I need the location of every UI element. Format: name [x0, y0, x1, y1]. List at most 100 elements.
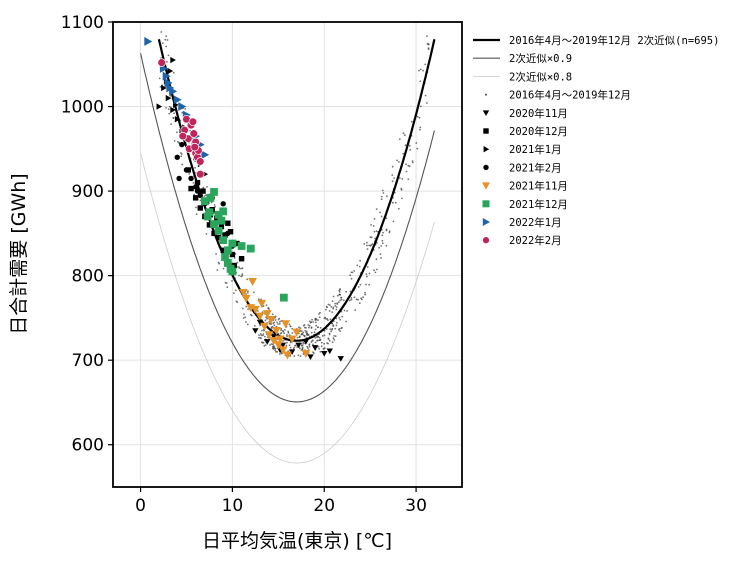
marker-square: [205, 208, 214, 217]
background-point: [345, 290, 347, 293]
background-point: [331, 328, 333, 331]
background-point: [310, 341, 313, 343]
background-point: [172, 116, 175, 119]
background-point: [308, 326, 310, 329]
marker-square: [219, 207, 228, 216]
background-point: [318, 347, 321, 350]
marker-circle: [190, 142, 199, 152]
background-point: [385, 217, 388, 220]
background-point: [385, 228, 388, 231]
y-tick-label: 600: [72, 436, 104, 456]
background-point: [366, 241, 368, 244]
background-point: [408, 165, 411, 168]
background-point: [194, 166, 196, 169]
background-point: [407, 164, 410, 167]
background-point: [398, 177, 401, 179]
marker-triangle-down: [275, 335, 285, 344]
background-point: [297, 354, 300, 357]
background-point: [238, 267, 241, 269]
background-point: [375, 208, 378, 211]
marker-square: [246, 244, 255, 253]
background-point: [314, 328, 317, 331]
background-point: [279, 321, 281, 323]
background-point: [366, 275, 368, 278]
marker-circle: [482, 236, 490, 245]
background-point: [212, 212, 215, 215]
marker-circle: [188, 117, 198, 127]
marker-square: [482, 200, 490, 208]
marker-square: [194, 179, 201, 186]
marker-square: [229, 251, 236, 258]
marker-triangle-right: [178, 102, 187, 111]
background-point: [302, 334, 305, 336]
background-point: [350, 297, 353, 299]
background-point: [315, 318, 318, 321]
background-point: [301, 346, 304, 349]
background-point: [203, 195, 206, 198]
marker-triangle-down: [292, 328, 302, 337]
background-point: [357, 298, 359, 301]
background-point: [350, 277, 353, 280]
background-point: [379, 253, 382, 256]
marker-square: [237, 242, 246, 250]
background-point: [419, 105, 422, 108]
marker-triangle-down: [283, 351, 292, 360]
background-point: [371, 243, 374, 246]
marker-circle: [176, 175, 182, 182]
background-point: [419, 128, 421, 131]
background-point: [416, 115, 419, 118]
background-point: [333, 338, 336, 341]
marker-square: [188, 185, 194, 192]
marker-triangle-down: [264, 331, 274, 340]
background-point: [273, 345, 276, 348]
background-point: [285, 344, 288, 347]
background-point: [348, 299, 351, 302]
background-point: [335, 324, 338, 327]
background-point: [335, 308, 338, 311]
background-point: [422, 69, 424, 72]
background-point: [411, 160, 414, 162]
background-point: [172, 71, 175, 74]
background-point: [419, 80, 422, 83]
background-point: [418, 69, 420, 72]
background-point: [193, 193, 196, 196]
background-point: [381, 242, 384, 245]
background-point: [246, 278, 249, 281]
background-point: [308, 324, 311, 327]
background-point: [416, 147, 419, 150]
background-point: [308, 345, 311, 348]
background-point: [325, 328, 328, 330]
background-point: [299, 355, 302, 357]
marker-square: [219, 236, 228, 245]
background-point: [361, 298, 363, 301]
background-point: [283, 332, 286, 335]
background-point: [170, 123, 173, 125]
marker-triangle-down: [295, 342, 302, 349]
background-point: [278, 317, 281, 320]
marker-triangle-right: [144, 37, 153, 46]
marker-triangle-down: [301, 349, 311, 358]
background-point: [274, 347, 277, 350]
marker-triangle-down: [260, 322, 269, 331]
background-point: [332, 337, 335, 340]
background-point: [275, 350, 277, 353]
background-point: [326, 306, 328, 309]
background-point: [317, 319, 319, 321]
background-point: [359, 283, 362, 286]
background-point: [310, 331, 313, 334]
fit-curves: [140, 38, 436, 464]
background-point: [276, 321, 278, 324]
marker-triangle-down: [239, 288, 248, 297]
background-point: [333, 335, 335, 337]
background-point: [302, 331, 305, 334]
y-axis-title: 日合計需要 [GWh]: [8, 173, 30, 334]
background-point: [373, 218, 376, 220]
marker-circle: [157, 58, 166, 67]
background-point: [274, 315, 277, 318]
marker-triangle-down: [266, 316, 276, 324]
background-point: [382, 192, 385, 194]
background-point: [328, 339, 331, 342]
background-point: [368, 283, 370, 286]
marker-triangle-down: [269, 337, 279, 346]
background-point: [391, 201, 394, 204]
